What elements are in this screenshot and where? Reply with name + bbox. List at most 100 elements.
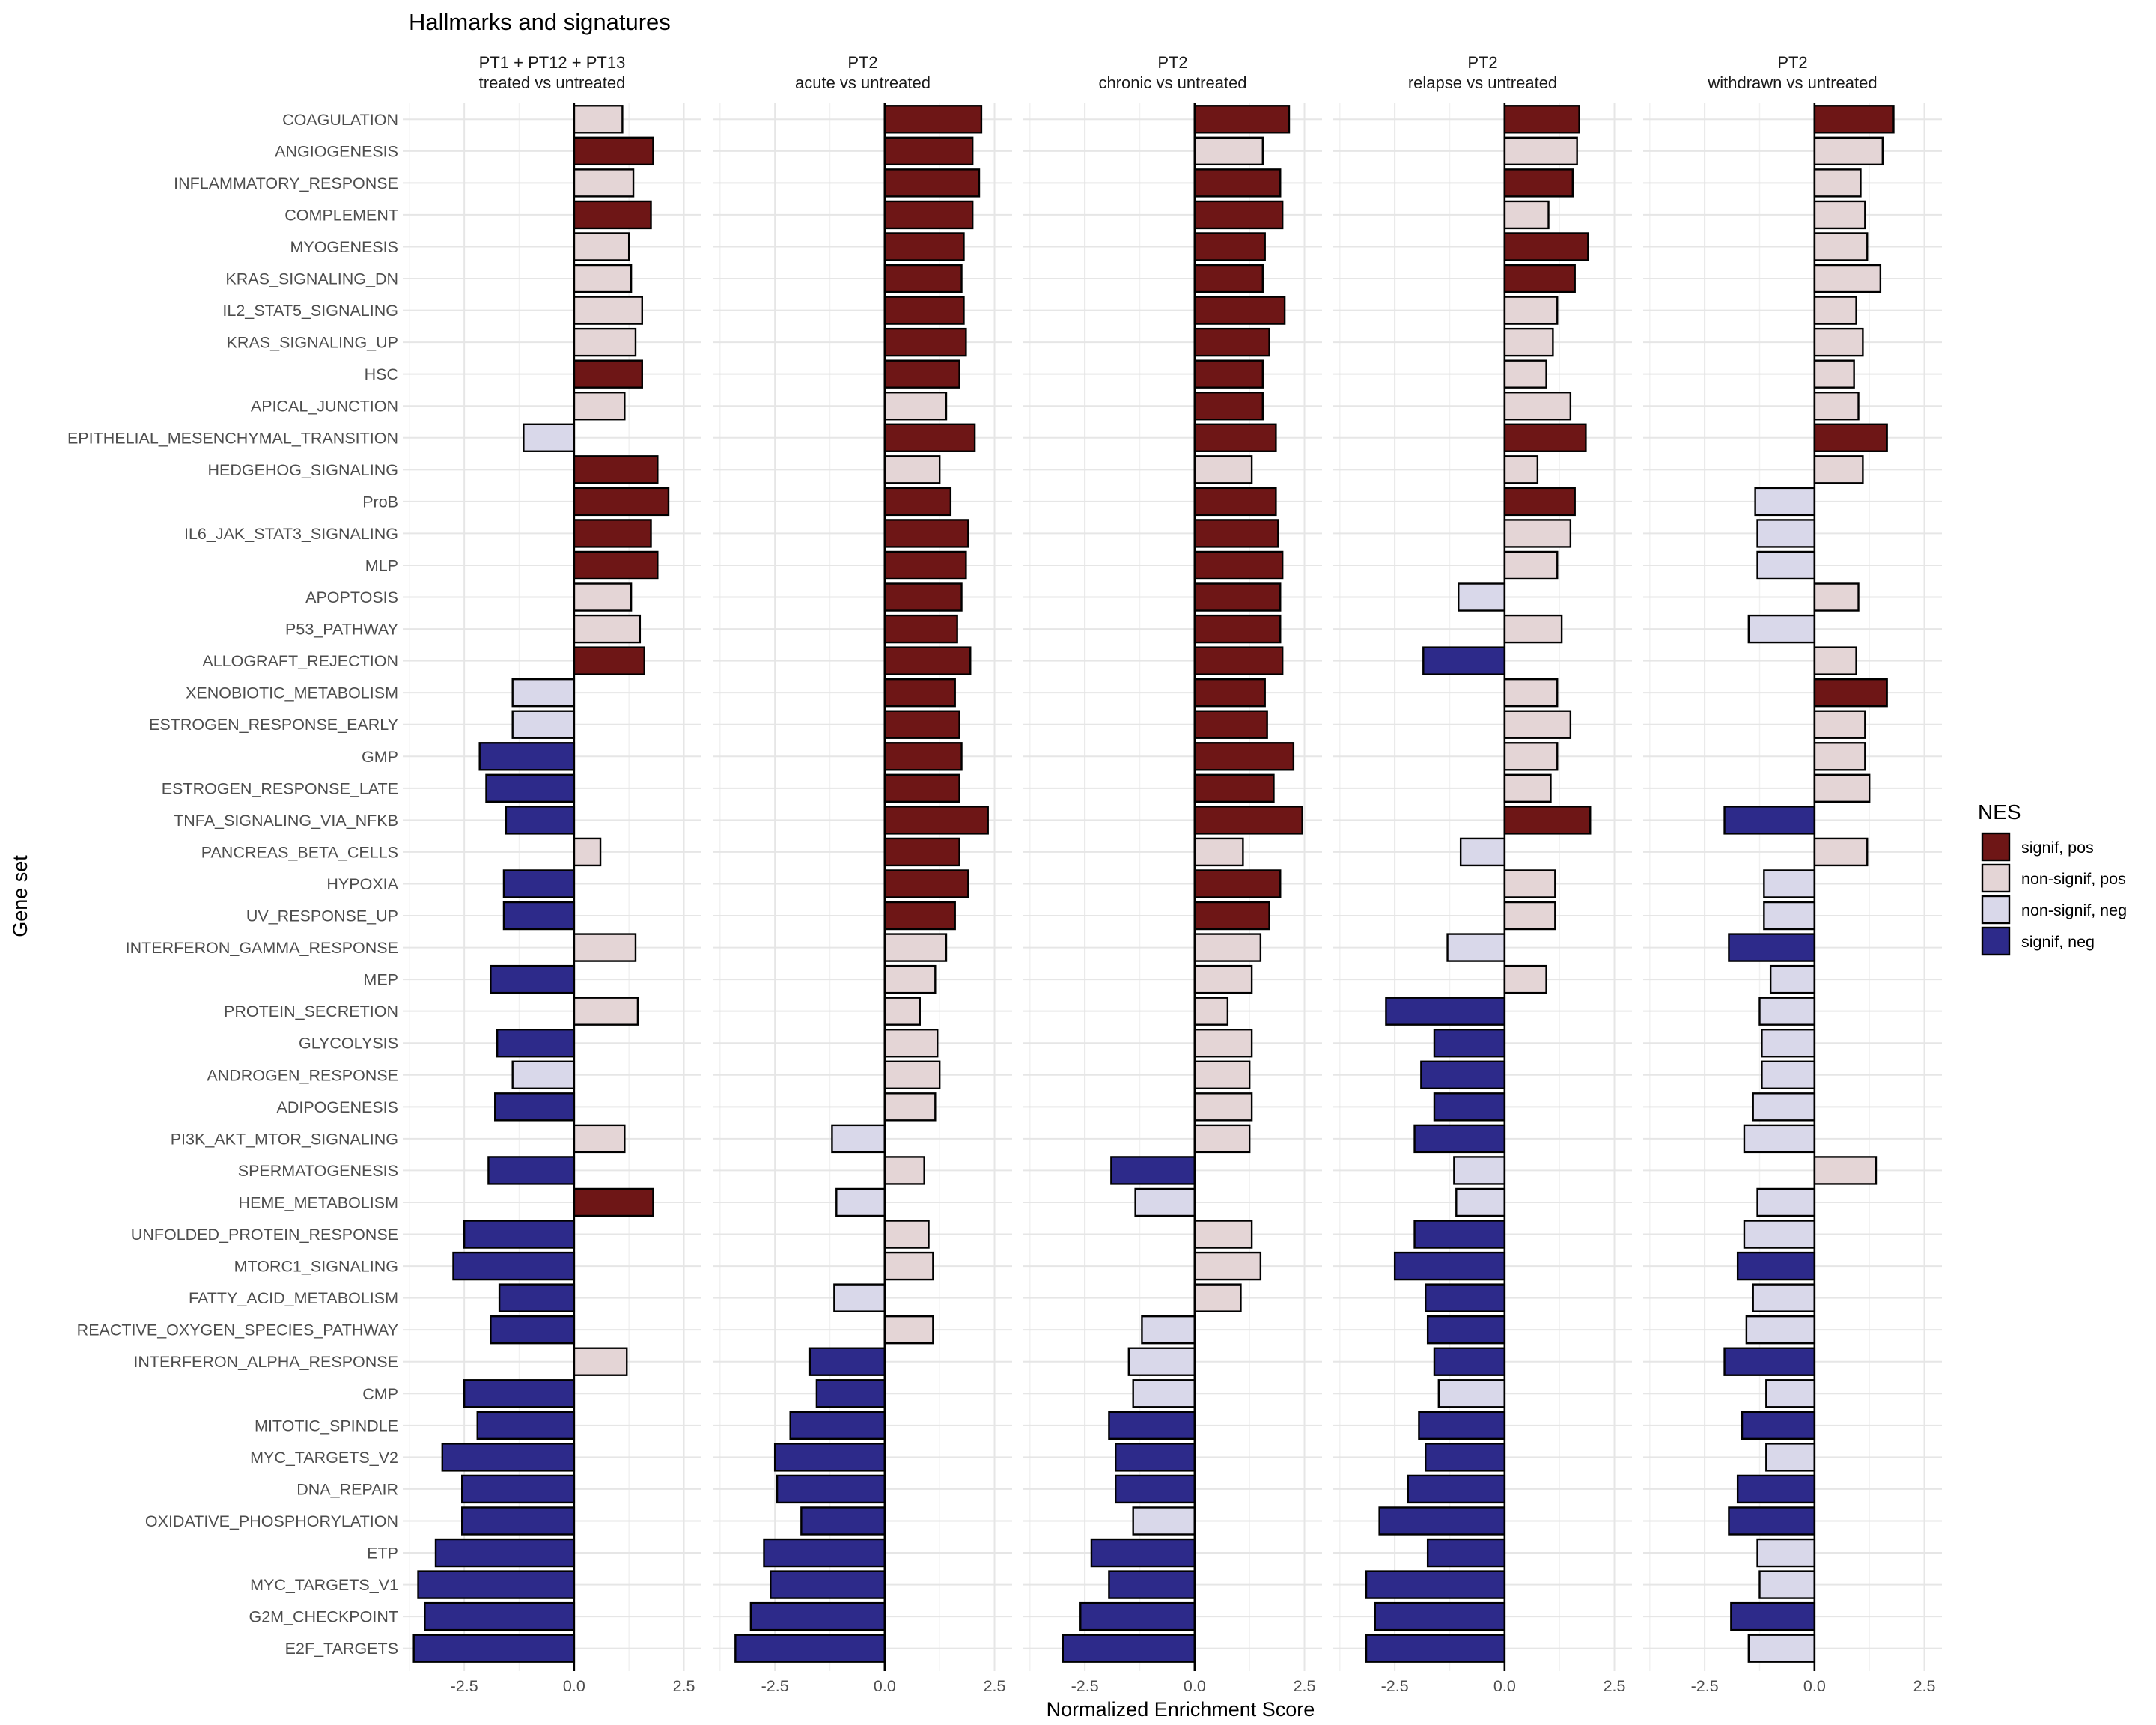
bar-mep-panel-2[interactable]: [883, 964, 937, 994]
bar-inflammatory-response-panel-3[interactable]: [1193, 168, 1282, 198]
bar-spermatogenesis-panel-2[interactable]: [883, 1156, 925, 1185]
bar-oxidative-phosphorylation-panel-5[interactable]: [1728, 1506, 1816, 1536]
bar-coagulation-panel-3[interactable]: [1193, 105, 1291, 134]
bar-interferon-alpha-response-panel-4[interactable]: [1433, 1347, 1506, 1376]
bar-il6-jak-stat3-signaling-panel-3[interactable]: [1193, 519, 1279, 548]
bar-androgen-response-panel-3[interactable]: [1193, 1060, 1251, 1089]
bar-dna-repair-panel-3[interactable]: [1115, 1474, 1196, 1504]
bar-heme-metabolism-panel-3[interactable]: [1134, 1187, 1196, 1217]
bar-inflammatory-response-panel-1[interactable]: [573, 168, 635, 198]
bar-hedgehog-signaling-panel-2[interactable]: [883, 455, 941, 484]
bar-dna-repair-panel-1[interactable]: [461, 1474, 576, 1504]
bar-complement-panel-3[interactable]: [1193, 200, 1284, 230]
bar-estrogen-response-early-panel-1[interactable]: [511, 710, 576, 739]
bar-oxidative-phosphorylation-panel-3[interactable]: [1132, 1506, 1196, 1536]
bar-hsc-panel-1[interactable]: [573, 359, 643, 389]
bar-p53-pathway-panel-1[interactable]: [573, 614, 642, 644]
bar-mtorc1-signaling-panel-3[interactable]: [1193, 1251, 1262, 1281]
bar-cmp-panel-5[interactable]: [1765, 1379, 1816, 1408]
bar-il6-jak-stat3-signaling-panel-5[interactable]: [1756, 519, 1816, 548]
bar-dna-repair-panel-4[interactable]: [1407, 1474, 1506, 1504]
bar-tnfa-signaling-via-nfkb-panel-1[interactable]: [505, 806, 576, 835]
bar-g2m-checkpoint-panel-5[interactable]: [1730, 1601, 1816, 1631]
bar-estrogen-response-late-panel-4[interactable]: [1503, 773, 1552, 803]
bar-myogenesis-panel-5[interactable]: [1813, 232, 1869, 261]
bar-fatty-acid-metabolism-panel-4[interactable]: [1425, 1283, 1506, 1312]
bar-hsc-panel-2[interactable]: [883, 359, 960, 389]
bar-reactive-oxygen-species-pathway-panel-4[interactable]: [1426, 1315, 1506, 1345]
bar-myc-targets-v1-panel-2[interactable]: [770, 1570, 886, 1599]
bar-apical-junction-panel-5[interactable]: [1813, 392, 1860, 421]
bar-hedgehog-signaling-panel-5[interactable]: [1813, 455, 1864, 484]
bar-gmp-panel-4[interactable]: [1503, 742, 1559, 771]
bar-il2-stat5-signaling-panel-1[interactable]: [573, 296, 643, 325]
bar-hsc-panel-4[interactable]: [1503, 359, 1547, 389]
bar-kras-signaling-up-panel-2[interactable]: [883, 327, 967, 357]
bar-hypoxia-panel-3[interactable]: [1193, 869, 1282, 898]
bar-myc-targets-v1-panel-3[interactable]: [1108, 1570, 1196, 1599]
bar-myogenesis-panel-2[interactable]: [883, 232, 965, 261]
bar-kras-signaling-up-panel-4[interactable]: [1503, 327, 1554, 357]
bar-reactive-oxygen-species-pathway-panel-5[interactable]: [1745, 1315, 1816, 1345]
bar-hypoxia-panel-1[interactable]: [502, 869, 576, 898]
bar-prob-panel-4[interactable]: [1503, 487, 1576, 517]
bar-glycolysis-panel-5[interactable]: [1761, 1029, 1816, 1058]
bar-prob-panel-1[interactable]: [573, 487, 670, 517]
bar-heme-metabolism-panel-1[interactable]: [573, 1187, 654, 1217]
bar-g2m-checkpoint-panel-4[interactable]: [1374, 1601, 1506, 1631]
bar-mtorc1-signaling-panel-1[interactable]: [452, 1251, 576, 1281]
bar-uv-response-up-panel-2[interactable]: [883, 901, 956, 931]
bar-uv-response-up-panel-4[interactable]: [1503, 901, 1556, 931]
bar-g2m-checkpoint-panel-2[interactable]: [749, 1601, 886, 1631]
bar-myogenesis-panel-4[interactable]: [1503, 232, 1589, 261]
bar-apical-junction-panel-3[interactable]: [1193, 392, 1264, 421]
bar-e2f-targets-panel-3[interactable]: [1062, 1634, 1196, 1663]
bar-p53-pathway-panel-5[interactable]: [1747, 614, 1816, 644]
bar-fatty-acid-metabolism-panel-2[interactable]: [833, 1283, 886, 1312]
bar-epithelial-mesenchymal-transition-panel-5[interactable]: [1813, 423, 1888, 452]
bar-interferon-alpha-response-panel-5[interactable]: [1723, 1347, 1816, 1376]
bar-myc-targets-v2-panel-5[interactable]: [1765, 1443, 1816, 1472]
bar-glycolysis-panel-4[interactable]: [1433, 1029, 1506, 1058]
bar-myc-targets-v2-panel-4[interactable]: [1425, 1443, 1506, 1472]
bar-pancreas-beta-cells-panel-3[interactable]: [1193, 837, 1244, 867]
bar-protein-secretion-panel-4[interactable]: [1385, 997, 1506, 1026]
bar-myc-targets-v2-panel-1[interactable]: [441, 1443, 576, 1472]
bar-kras-signaling-up-panel-1[interactable]: [573, 327, 637, 357]
bar-e2f-targets-panel-1[interactable]: [412, 1634, 576, 1663]
bar-unfolded-protein-response-panel-4[interactable]: [1413, 1220, 1506, 1249]
bar-xenobiotic-metabolism-panel-4[interactable]: [1503, 678, 1559, 708]
bar-inflammatory-response-panel-2[interactable]: [883, 168, 981, 198]
bar-spermatogenesis-panel-3[interactable]: [1110, 1156, 1196, 1185]
bar-apoptosis-panel-1[interactable]: [573, 582, 633, 612]
bar-il6-jak-stat3-signaling-panel-4[interactable]: [1503, 519, 1572, 548]
bar-estrogen-response-early-panel-3[interactable]: [1193, 710, 1268, 739]
bar-gmp-panel-2[interactable]: [883, 742, 963, 771]
bar-pi3k-akt-mtor-signaling-panel-3[interactable]: [1193, 1124, 1251, 1154]
bar-uv-response-up-panel-1[interactable]: [502, 901, 576, 931]
bar-cmp-panel-1[interactable]: [463, 1379, 576, 1408]
bar-glycolysis-panel-2[interactable]: [883, 1029, 939, 1058]
bar-estrogen-response-early-panel-2[interactable]: [883, 710, 960, 739]
bar-coagulation-panel-2[interactable]: [883, 105, 983, 134]
bar-apoptosis-panel-3[interactable]: [1193, 582, 1282, 612]
bar-angiogenesis-panel-3[interactable]: [1193, 136, 1264, 166]
bar-estrogen-response-late-panel-3[interactable]: [1193, 773, 1275, 803]
bar-mep-panel-5[interactable]: [1769, 964, 1816, 994]
bar-p53-pathway-panel-4[interactable]: [1503, 614, 1563, 644]
bar-il2-stat5-signaling-panel-4[interactable]: [1503, 296, 1559, 325]
bar-androgen-response-panel-2[interactable]: [883, 1060, 941, 1089]
bar-myogenesis-panel-3[interactable]: [1193, 232, 1266, 261]
bar-apoptosis-panel-5[interactable]: [1813, 582, 1860, 612]
bar-pi3k-akt-mtor-signaling-panel-5[interactable]: [1743, 1124, 1816, 1154]
bar-cmp-panel-4[interactable]: [1437, 1379, 1506, 1408]
bar-tnfa-signaling-via-nfkb-panel-5[interactable]: [1723, 806, 1816, 835]
bar-xenobiotic-metabolism-panel-3[interactable]: [1193, 678, 1266, 708]
bar-prob-panel-2[interactable]: [883, 487, 952, 517]
bar-pi3k-akt-mtor-signaling-panel-2[interactable]: [831, 1124, 886, 1154]
bar-interferon-gamma-response-panel-3[interactable]: [1193, 933, 1262, 962]
bar-interferon-gamma-response-panel-2[interactable]: [883, 933, 948, 962]
bar-etp-panel-5[interactable]: [1756, 1538, 1816, 1568]
bar-mitotic-spindle-panel-2[interactable]: [789, 1411, 886, 1440]
bar-angiogenesis-panel-2[interactable]: [883, 136, 974, 166]
